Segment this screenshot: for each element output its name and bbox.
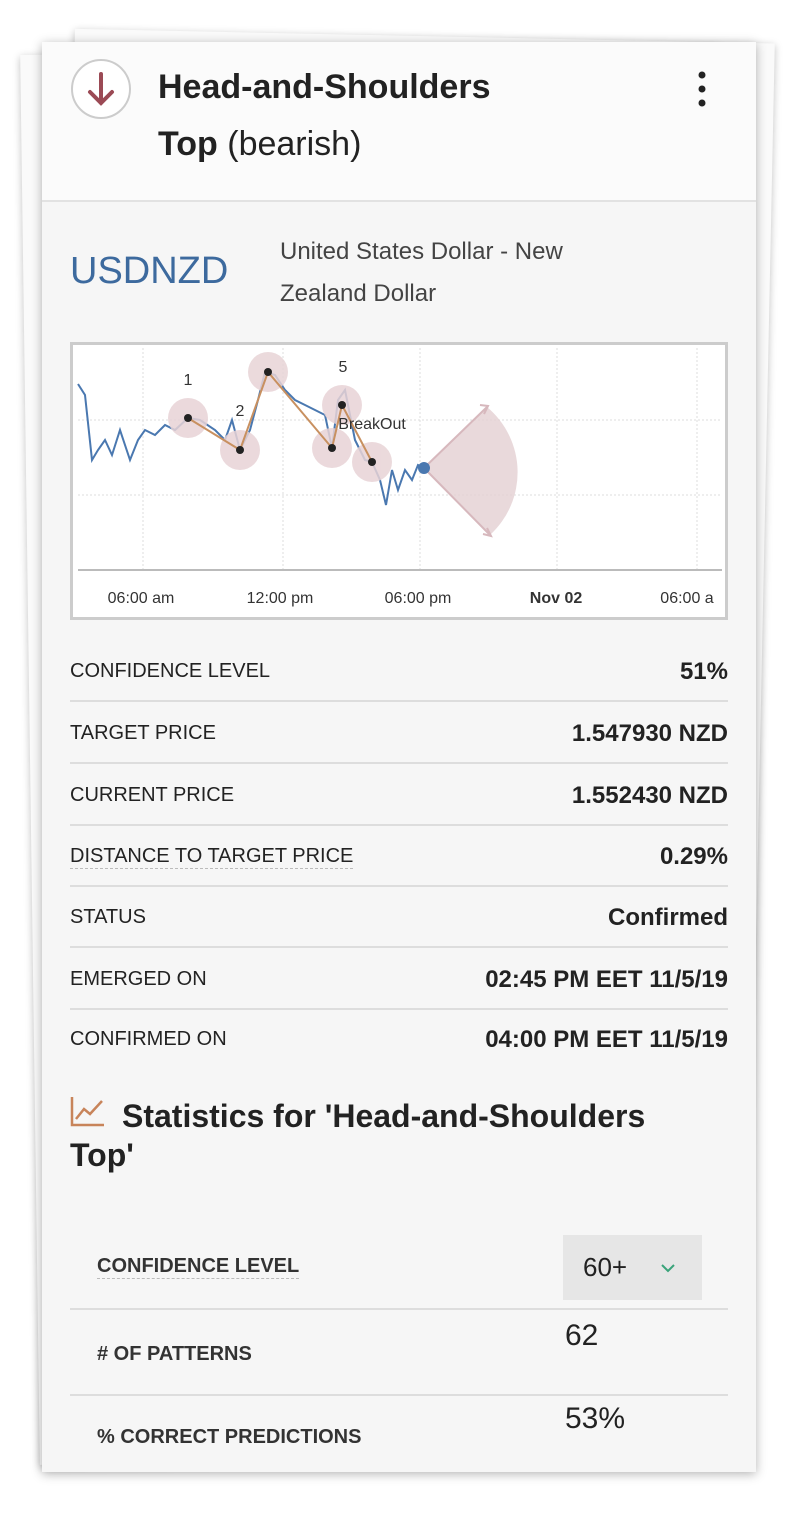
x-tick-label: 06:00 a — [660, 590, 713, 607]
title-word: Top — [158, 125, 218, 163]
detail-label: CURRENT PRICE — [70, 784, 235, 806]
title-suffix: (bearish) — [227, 125, 362, 163]
detail-value: 02:45 PM EET 11/5/19 — [485, 966, 728, 993]
separator — [70, 762, 728, 764]
stats-icon — [70, 1097, 104, 1127]
detail-label: DISTANCE TO TARGET PRICE — [70, 845, 354, 869]
symbol[interactable]: USDNZD — [70, 250, 229, 292]
separator — [70, 1394, 728, 1396]
card-header — [42, 42, 756, 202]
card — [42, 42, 756, 1472]
separator — [70, 1308, 728, 1310]
detail-value: 04:00 PM EET 11/5/19 — [485, 1026, 728, 1053]
detail-value: Confirmed — [608, 904, 728, 931]
x-tick-label: 06:00 pm — [385, 590, 452, 607]
stat-value: 53% — [565, 1402, 626, 1435]
x-tick-label: 12:00 pm — [247, 590, 314, 607]
separator — [70, 1008, 728, 1010]
detail-label: STATUS — [70, 906, 146, 928]
instrument-name: Zealand Dollar — [280, 280, 437, 307]
menu-button[interactable] — [690, 70, 714, 110]
dropdown-value[interactable]: 60+ — [583, 1252, 628, 1282]
x-tick-label: 06:00 am — [108, 590, 175, 607]
separator — [70, 700, 728, 702]
detail-value: 51% — [679, 658, 728, 685]
x-tick-label: Nov 02 — [530, 590, 583, 607]
stat-value: 62 — [565, 1319, 599, 1352]
stats-title: Top' — [70, 1137, 134, 1173]
detail-value: 1.552430 NZD — [571, 782, 728, 809]
point-label: 5 — [339, 359, 348, 376]
pattern-title-line2: Top (bearish) — [158, 125, 361, 164]
dropdown-chevron[interactable] — [660, 1262, 676, 1274]
breakout-label: BreakOut — [338, 416, 406, 433]
detail-label: EMERGED ON — [70, 968, 207, 990]
stat-label: # OF PATTERNS — [97, 1343, 252, 1365]
bearish-icon — [71, 59, 131, 119]
pattern-title: Head-and-Shoulders — [158, 68, 491, 106]
stat-label: % CORRECT PREDICTIONS — [97, 1426, 362, 1448]
stat-label: CONFIDENCE LEVEL — [97, 1255, 300, 1279]
confidence-dropdown[interactable] — [563, 1235, 702, 1300]
separator — [70, 885, 728, 887]
separator — [70, 946, 728, 948]
point-label: 1 — [184, 372, 193, 389]
instrument-name: United States Dollar - New — [280, 238, 563, 265]
detail-value: 0.29% — [659, 843, 728, 870]
detail-label: TARGET PRICE — [70, 722, 216, 744]
separator — [70, 824, 728, 826]
stats-title: Statistics for 'Head-and-Shoulders — [122, 1098, 646, 1134]
detail-value: 1.547930 NZD — [571, 720, 728, 747]
point-label: 2 — [236, 403, 245, 420]
pattern-chart: 1 2 5 BreakOut 06:00 am 12:00 pm 06:00 p… — [70, 342, 728, 620]
detail-label: CONFIDENCE LEVEL — [70, 660, 271, 682]
detail-label: CONFIRMED ON — [70, 1028, 227, 1050]
